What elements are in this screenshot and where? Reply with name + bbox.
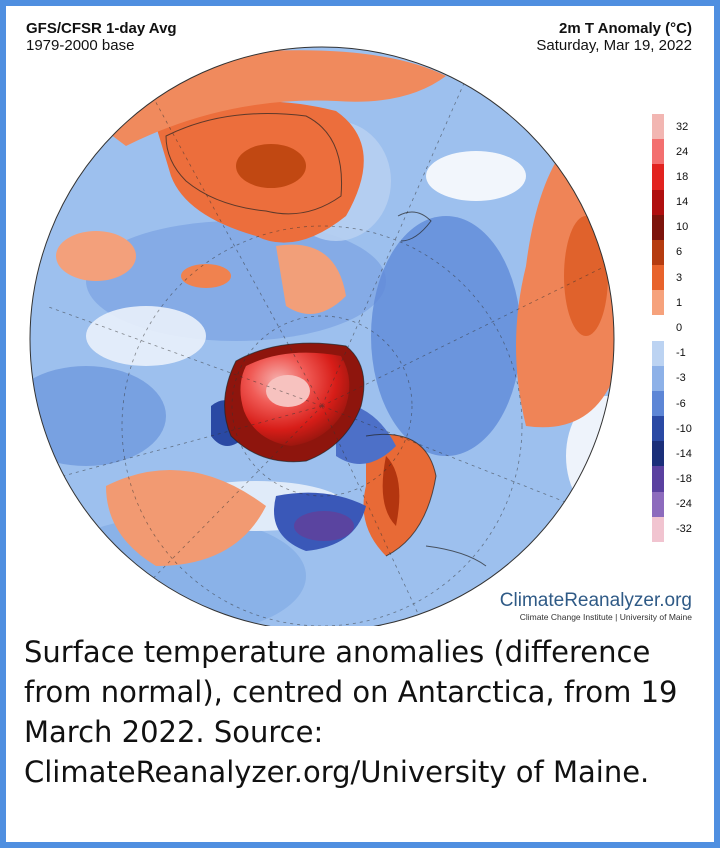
colorbar-swatch [652, 239, 664, 266]
colorbar-tick-label: 10 [676, 221, 689, 234]
map-header-right: 2m T Anomaly (°C) Saturday, Mar 19, 2022 [536, 20, 692, 54]
colorbar-tick-label: 3 [676, 271, 683, 284]
colorbar-swatch [652, 466, 664, 492]
colorbar-tick-label: -3 [676, 372, 686, 385]
image-caption: Surface temperature anomalies (differenc… [24, 635, 678, 789]
colorbar-tick-label: 24 [676, 145, 689, 158]
colorbar-swatch [652, 390, 664, 417]
colorbar-swatch [652, 340, 664, 366]
colorbar-swatch [652, 265, 664, 291]
colorbar-tick-label: 14 [676, 196, 689, 209]
colorbar-tick-label: 1 [676, 296, 683, 309]
colorbar-swatch [652, 516, 664, 542]
colorbar-tick-label: -14 [676, 447, 692, 460]
base-period-label: 1979-2000 base [26, 37, 135, 54]
colorbar-tick-label: -1 [676, 347, 686, 360]
colorbar-tick-label: 0 [676, 322, 683, 334]
colorbar-swatch [652, 315, 664, 341]
anomaly-globe-map [29, 46, 615, 626]
colorbar-swatch [652, 164, 664, 190]
colorbar-tick-label: 18 [676, 170, 689, 183]
colorbar-tick-label: 6 [676, 246, 683, 259]
colorbar-tick-label: -24 [676, 498, 692, 511]
colorbar-swatch [652, 416, 664, 442]
colorbar-swatch [652, 114, 664, 140]
image-card: GFS/CFSR 1-day Avg 1979-2000 base 2m T A… [6, 6, 714, 842]
date-label: Saturday, Mar 19, 2022 [536, 37, 692, 54]
colorbar-swatch [652, 189, 664, 215]
colorbar-tick-label: 32 [676, 120, 689, 133]
colorbar-swatch [652, 139, 664, 165]
brand-name: ClimateReanalyzer.org [499, 590, 692, 611]
colorbar-swatch [652, 290, 664, 316]
colorbar-tick-label: -6 [676, 397, 686, 410]
model-label: GFS/CFSR 1-day Avg [26, 20, 177, 37]
colorbar-swatch [652, 365, 664, 391]
variable-label: 2m T Anomaly (°C) [559, 20, 692, 37]
colorbar-swatch [652, 441, 664, 467]
colorbar-swatches [652, 114, 664, 542]
colorbar-swatch [652, 214, 664, 240]
colorbar-tick-label: -18 [676, 473, 692, 486]
colorbar-tick-label: -10 [676, 422, 692, 435]
brand-subtitle: Climate Change Institute | University of… [519, 612, 692, 622]
colorbar-tick-label: -32 [676, 523, 692, 536]
colorbar-swatch [652, 491, 664, 517]
map-header-left: GFS/CFSR 1-day Avg 1979-2000 base [26, 20, 177, 54]
